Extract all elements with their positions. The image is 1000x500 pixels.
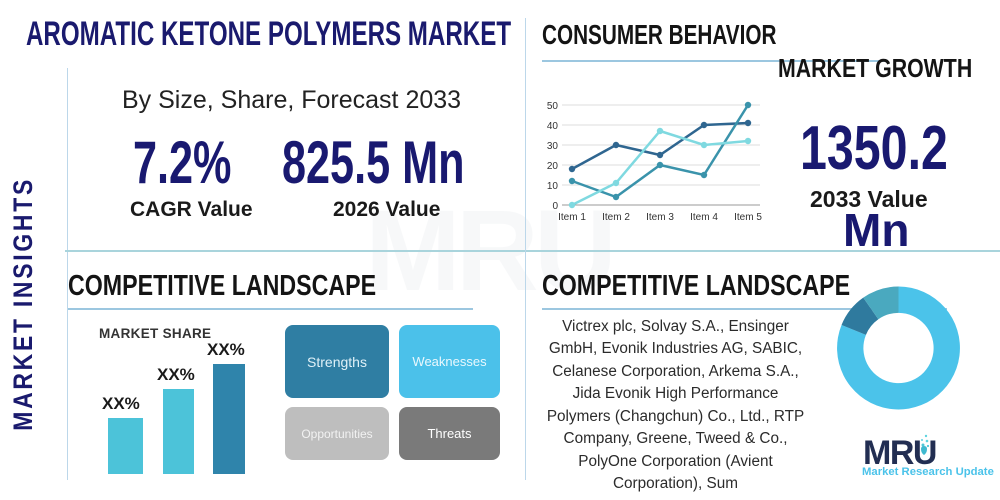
svg-text:10: 10 xyxy=(547,181,559,192)
svg-text:20: 20 xyxy=(547,161,559,172)
svg-text:Item 2: Item 2 xyxy=(602,212,630,223)
svg-text:40: 40 xyxy=(547,121,559,132)
svg-text:Item 1: Item 1 xyxy=(558,212,586,223)
svg-text:50: 50 xyxy=(547,101,559,112)
svg-text:30: 30 xyxy=(547,141,559,152)
svg-text:Item 4: Item 4 xyxy=(690,212,718,223)
svg-text:Item 5: Item 5 xyxy=(734,212,762,223)
svg-text:0: 0 xyxy=(552,201,558,212)
svg-text:Item 3: Item 3 xyxy=(646,212,674,223)
